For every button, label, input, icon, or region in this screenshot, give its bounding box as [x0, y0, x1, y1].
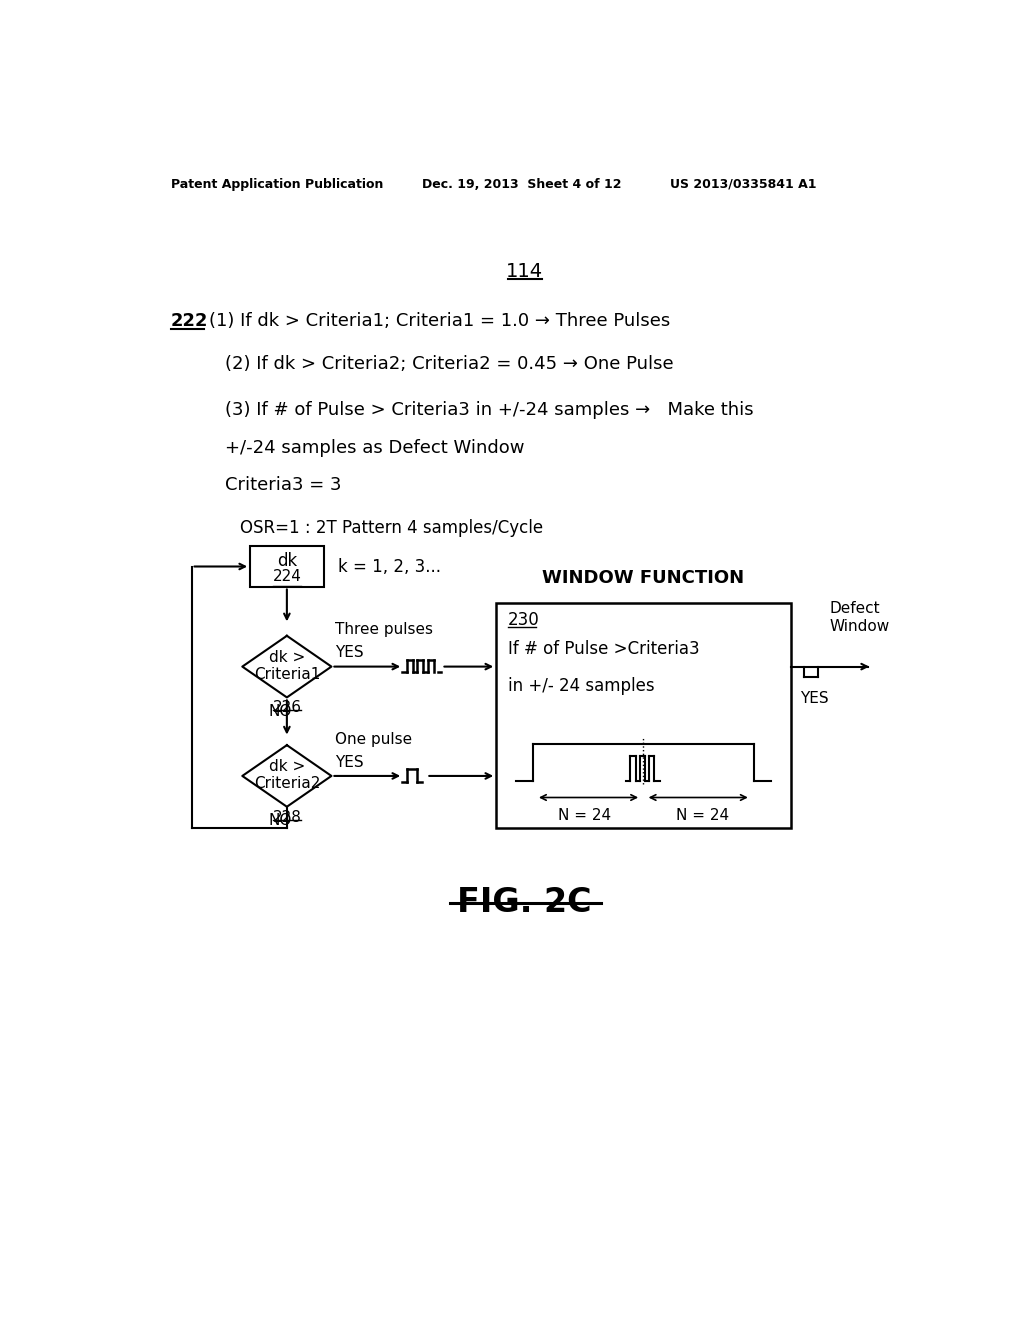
Text: k = 1, 2, 3...: k = 1, 2, 3... [338, 557, 440, 576]
Text: dk >: dk > [268, 649, 305, 665]
Text: 230: 230 [508, 611, 540, 630]
Text: 224: 224 [272, 569, 301, 583]
Text: Patent Application Publication: Patent Application Publication [171, 178, 383, 190]
Text: N = 24: N = 24 [676, 808, 729, 822]
Text: US 2013/0335841 A1: US 2013/0335841 A1 [671, 178, 817, 190]
Text: Three pulses: Three pulses [335, 622, 433, 638]
Text: Criteria1: Criteria1 [254, 667, 321, 682]
Text: NO: NO [269, 704, 293, 718]
Text: 228: 228 [272, 810, 301, 825]
Text: 222: 222 [171, 313, 208, 330]
Text: YES: YES [800, 692, 828, 706]
Text: OSR=1 : 2T Pattern 4 samples/Cycle: OSR=1 : 2T Pattern 4 samples/Cycle [241, 519, 544, 537]
Text: (3) If # of Pulse > Criteria3 in +/-24 samples →   Make this: (3) If # of Pulse > Criteria3 in +/-24 s… [225, 401, 754, 418]
Text: Criteria3 = 3: Criteria3 = 3 [225, 475, 341, 494]
Text: in +/- 24 samples: in +/- 24 samples [508, 677, 654, 694]
Text: dk: dk [276, 552, 297, 570]
Text: dk >: dk > [268, 759, 305, 775]
Text: (1) If dk > Criteria1; Criteria1 = 1.0 → Three Pulses: (1) If dk > Criteria1; Criteria1 = 1.0 →… [209, 313, 671, 330]
Text: YES: YES [335, 645, 364, 660]
Text: WINDOW FUNCTION: WINDOW FUNCTION [543, 569, 744, 586]
Text: NO: NO [269, 813, 293, 828]
Text: If # of Pulse >Criteria3: If # of Pulse >Criteria3 [508, 640, 699, 659]
Text: (2) If dk > Criteria2; Criteria2 = 0.45 → One Pulse: (2) If dk > Criteria2; Criteria2 = 0.45 … [225, 355, 674, 372]
Text: Defect
Window: Defect Window [829, 601, 890, 635]
Text: Criteria2: Criteria2 [254, 776, 321, 791]
Text: FIG. 2C: FIG. 2C [458, 886, 592, 919]
Text: One pulse: One pulse [335, 731, 413, 747]
Text: 114: 114 [506, 263, 544, 281]
Text: YES: YES [335, 755, 364, 770]
Text: Dec. 19, 2013  Sheet 4 of 12: Dec. 19, 2013 Sheet 4 of 12 [423, 178, 622, 190]
Text: +/-24 samples as Defect Window: +/-24 samples as Defect Window [225, 440, 524, 458]
FancyBboxPatch shape [250, 546, 324, 586]
Text: 226: 226 [272, 701, 301, 715]
Text: N = 24: N = 24 [558, 808, 611, 822]
FancyBboxPatch shape [496, 603, 791, 829]
